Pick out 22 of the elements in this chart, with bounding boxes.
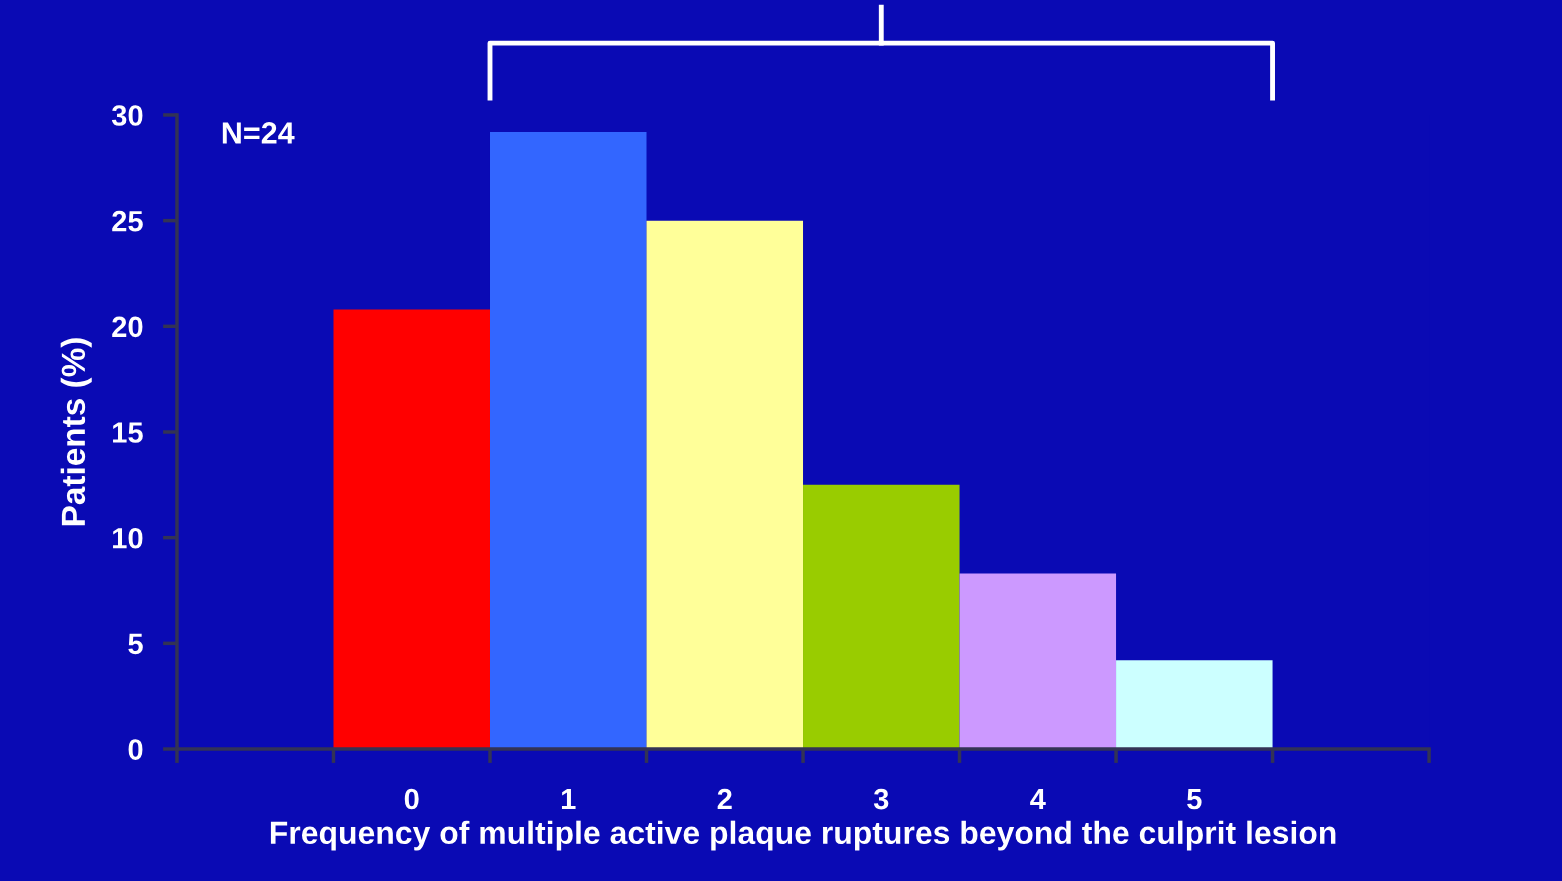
bar xyxy=(646,220,804,750)
y-tick-label: 20 xyxy=(112,316,143,338)
y-tick-label: 10 xyxy=(113,527,143,549)
y-tick-label: 0 xyxy=(128,739,143,760)
y-tick-label: 5 xyxy=(128,633,143,655)
x-axis-title: Frequency of multiple active plaque ruptures beyond the culprit lesion xyxy=(270,820,1336,851)
x-tick-label: 0 xyxy=(404,788,419,810)
y-tick-label: 15 xyxy=(113,422,143,443)
bar xyxy=(333,309,490,750)
x-tick-label: 4 xyxy=(1030,788,1046,810)
bar xyxy=(490,131,647,750)
x-tick-label: 3 xyxy=(873,788,889,810)
y-tick-label: 30 xyxy=(111,105,143,126)
bar xyxy=(1116,660,1273,750)
y-tick-label: 25 xyxy=(112,210,143,232)
x-tick-label: 1 xyxy=(561,788,576,810)
annotation: N=24 xyxy=(222,122,295,144)
x-tick-label: 5 xyxy=(1187,788,1202,810)
bar xyxy=(959,573,1117,750)
bar xyxy=(803,484,960,750)
x-tick-label: 2 xyxy=(717,788,732,810)
y-axis-title: Patients (%) xyxy=(60,338,92,526)
